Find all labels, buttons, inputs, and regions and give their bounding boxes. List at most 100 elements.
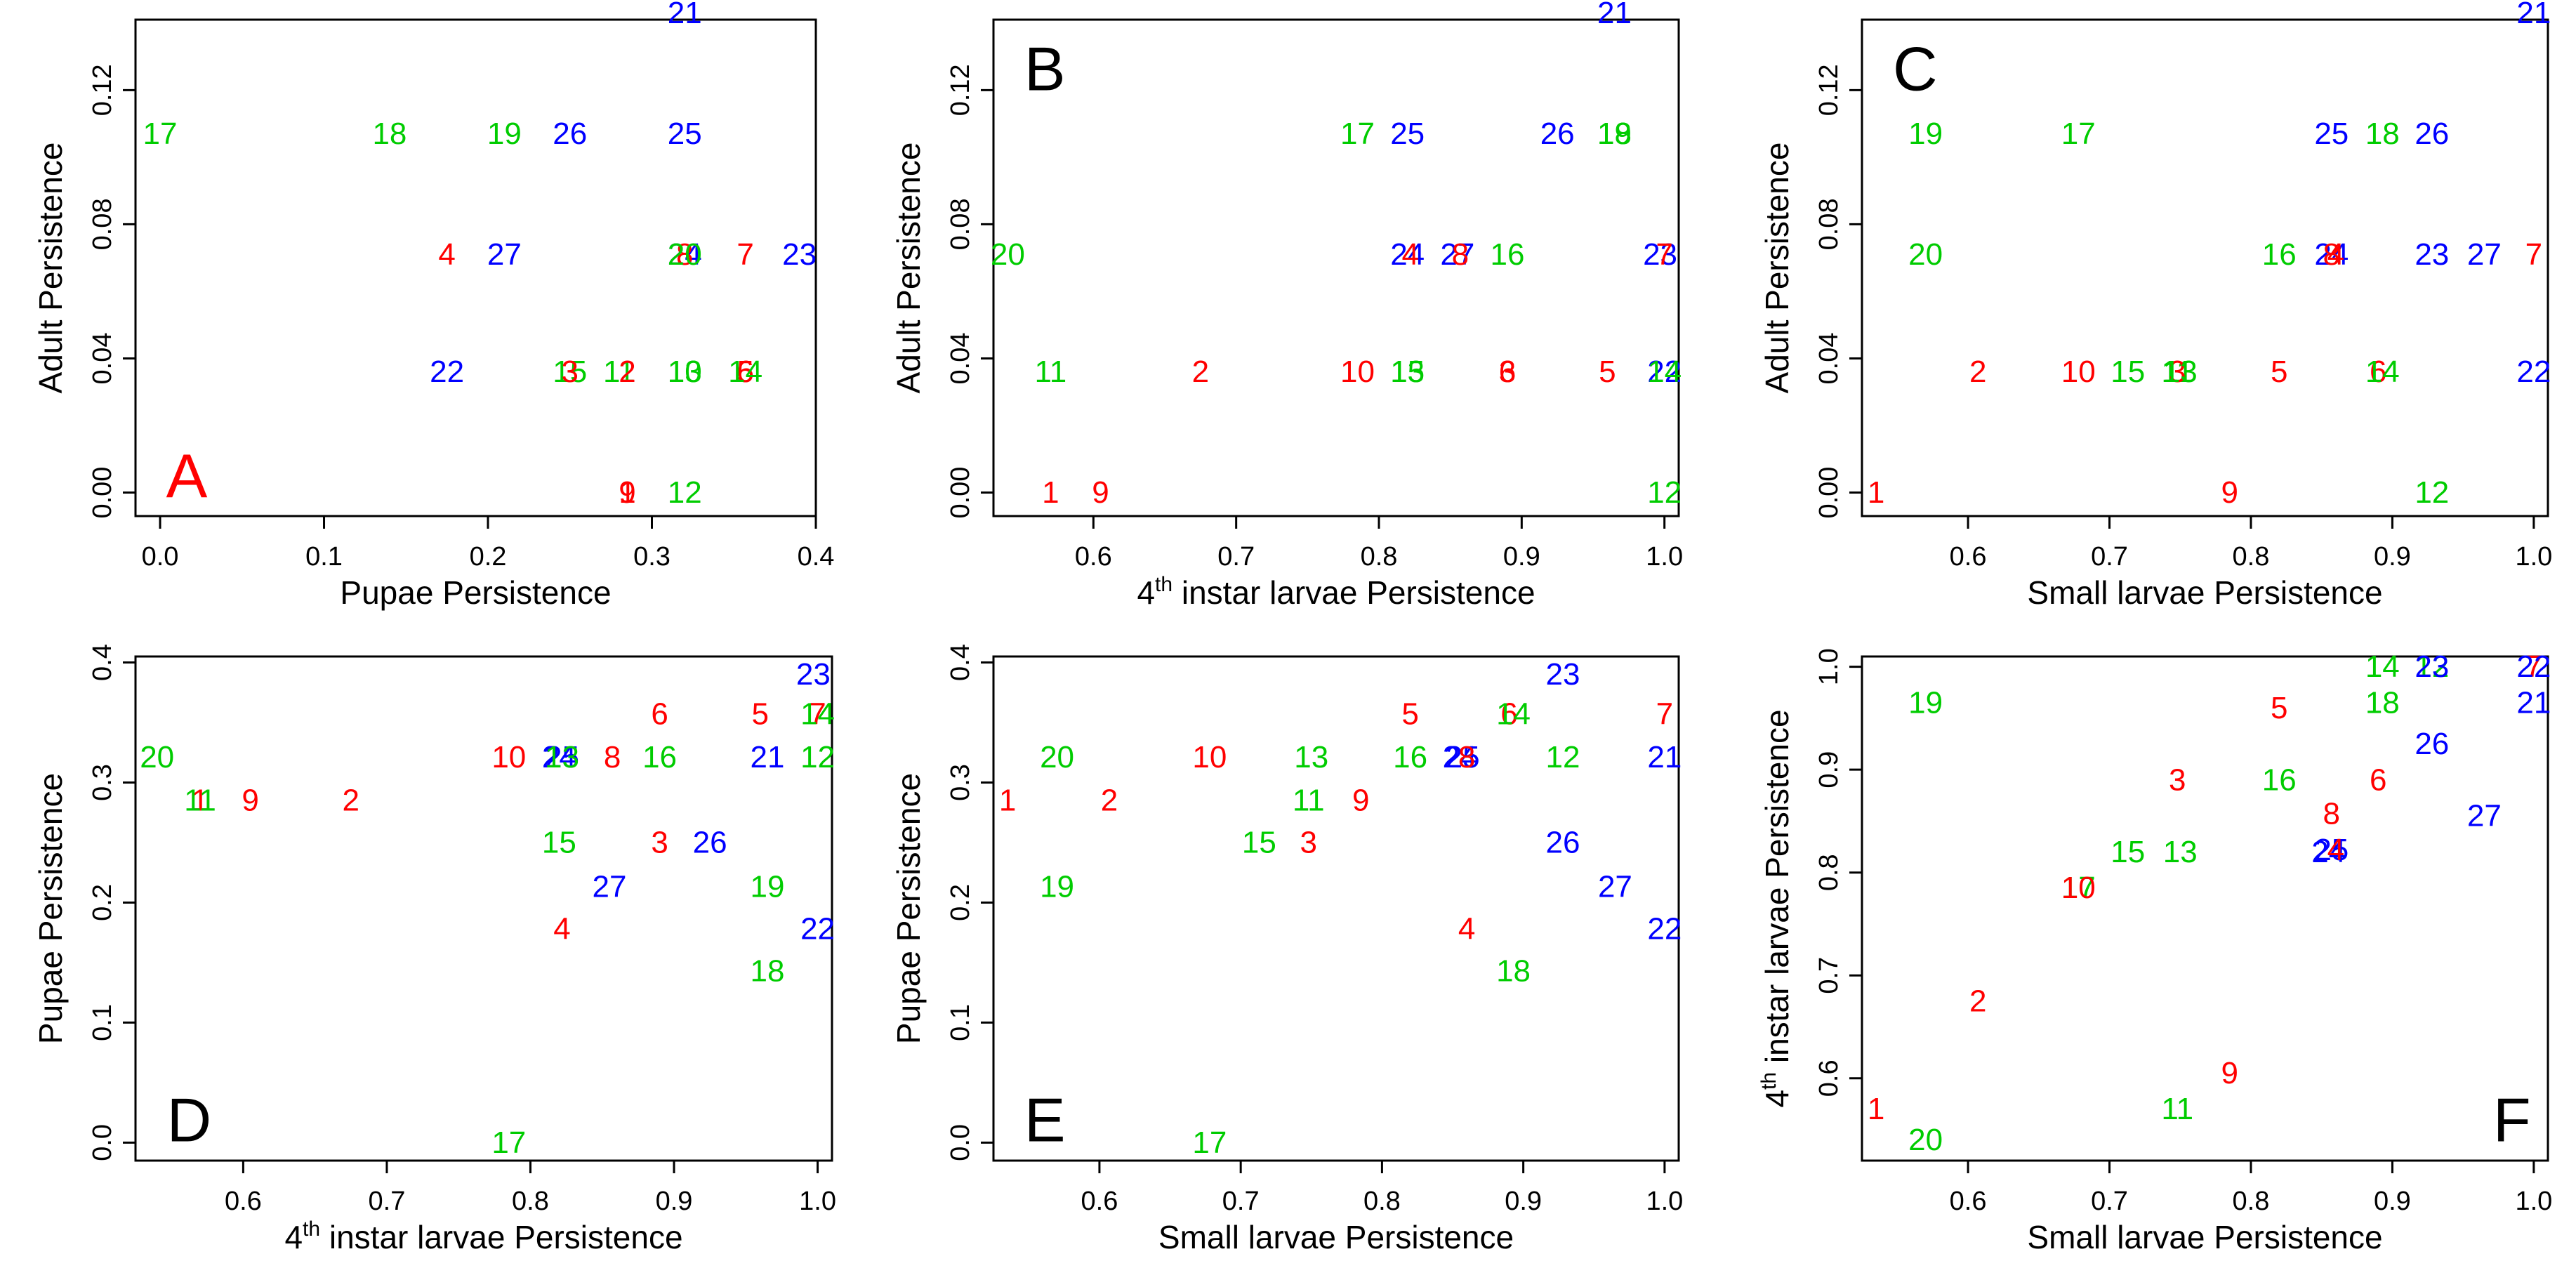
data-point-18: 18 [2365, 685, 2400, 720]
plot-frame [1861, 18, 2549, 517]
data-point-9: 9 [242, 784, 258, 818]
data-point-11: 11 [2161, 1092, 2193, 1126]
data-point-12: 12 [2415, 649, 2449, 684]
data-point-3: 3 [1300, 825, 1317, 859]
data-point-8: 8 [2323, 797, 2340, 831]
y-axis-label-number: 4 [1759, 1090, 1795, 1108]
data-point-24: 24 [1443, 740, 1477, 774]
data-point-1: 1 [192, 784, 209, 818]
panel-letter: A [166, 441, 208, 510]
data-point-13: 13 [1294, 740, 1328, 774]
x-tick-label: 0.7 [2091, 1187, 2128, 1216]
data-point-12: 12 [668, 475, 702, 510]
data-point-21: 21 [1597, 0, 1632, 30]
data-point-18: 18 [750, 953, 784, 988]
data-point-22: 22 [2516, 649, 2551, 684]
data-point-13: 13 [2163, 835, 2198, 869]
data-point-21: 21 [668, 0, 702, 30]
data-point-9: 9 [2221, 1056, 2238, 1090]
x-tick-label: 0.7 [1222, 1187, 1260, 1216]
data-point-20: 20 [1908, 237, 1943, 272]
data-point-7: 7 [2525, 649, 2542, 684]
data-point-19: 19 [1040, 870, 1074, 904]
data-point-12: 12 [1647, 475, 1682, 510]
y-axis-label-rest: instar larvae Persistence [1759, 709, 1795, 1071]
data-point-18: 18 [1597, 117, 1632, 151]
data-point-2: 2 [1969, 355, 1986, 389]
y-tick-label: 0.00 [946, 467, 975, 519]
x-tick-label: 0.2 [470, 542, 507, 572]
data-point-14: 14 [2365, 649, 2400, 684]
data-point-20: 20 [1908, 1123, 1943, 1157]
data-point-10: 10 [668, 355, 702, 389]
data-point-5: 5 [2271, 355, 2287, 389]
data-point-2: 2 [343, 784, 359, 818]
x-tick-label: 0.7 [369, 1187, 406, 1216]
data-point-15: 15 [553, 355, 587, 389]
data-point-26: 26 [693, 825, 727, 859]
x-axis-label: 4th instar larvae Persistence [1137, 573, 1535, 611]
data-point-11: 11 [603, 355, 635, 389]
data-point-20: 20 [140, 740, 174, 774]
data-point-1: 1 [1868, 475, 1884, 510]
data-point-16: 16 [1393, 740, 1427, 774]
x-axis-label-superscript: th [1155, 573, 1173, 596]
data-point-13: 13 [668, 355, 702, 389]
data-point-12: 12 [2415, 475, 2449, 510]
data-point-19: 19 [487, 117, 522, 151]
y-tick-label: 0.0 [946, 1124, 975, 1161]
data-point-1: 1 [619, 475, 635, 510]
data-point-4: 4 [2327, 833, 2344, 867]
data-point-21: 21 [2516, 0, 2551, 30]
data-point-17: 17 [1192, 1126, 1227, 1160]
data-point-8: 8 [604, 740, 621, 774]
data-point-1: 1 [1868, 1092, 1884, 1126]
data-point-16: 16 [642, 740, 677, 774]
y-tick-label: 0.3 [88, 764, 117, 801]
data-point-22: 22 [1647, 912, 1682, 946]
data-point-19: 19 [1597, 117, 1632, 151]
x-axis-label: Pupae Persistence [340, 574, 611, 611]
y-tick-label: 0.6 [1814, 1060, 1844, 1097]
panel-a: 0.0 0.1 0.2 0.3 0.4 0.00 0.04 0.08 0.12 Pupae Per… [32, 0, 834, 611]
y-tick-label: 0.12 [1814, 64, 1844, 116]
x-tick-label: 0.7 [1217, 542, 1255, 572]
data-point-18: 18 [372, 117, 407, 151]
y-tick-label: 0.12 [88, 64, 117, 116]
data-point-5: 5 [2271, 691, 2287, 725]
data-point-8: 8 [2323, 237, 2340, 272]
data-point-18: 18 [1496, 953, 1531, 988]
data-point-24: 24 [1390, 237, 1425, 272]
x-axis-label: 4th instar larvae Persistence [284, 1217, 682, 1255]
data-point-7: 7 [809, 697, 826, 732]
data-point-24: 24 [2314, 237, 2349, 272]
y-tick-label: 0.4 [88, 644, 117, 681]
data-point-14: 14 [1647, 355, 1682, 389]
data-point-10: 10 [1340, 355, 1375, 389]
data-point-26: 26 [2415, 727, 2449, 761]
x-tick-label: 0.9 [2374, 542, 2411, 572]
data-point-10: 10 [491, 740, 526, 774]
data-point-16: 16 [2262, 763, 2297, 797]
data-point-6: 6 [2370, 355, 2386, 389]
y-tick-label: 0.1 [88, 1004, 117, 1041]
data-point-15: 15 [1390, 355, 1425, 389]
data-point-17: 17 [143, 117, 178, 151]
data-point-16: 16 [1491, 237, 1525, 272]
x-tick-label: 0.9 [1503, 542, 1540, 572]
data-point-25: 25 [668, 117, 702, 151]
data-point-5: 5 [1401, 697, 1418, 732]
data-point-12: 12 [800, 740, 835, 774]
x-axis-label: Small larvae Persistence [2027, 1219, 2382, 1255]
x-tick-label: 0.8 [1361, 542, 1398, 572]
x-tick-label: 0.8 [1363, 1187, 1401, 1216]
data-point-3: 3 [1499, 355, 1516, 389]
data-point-23: 23 [2415, 649, 2449, 684]
data-point-2: 2 [619, 355, 635, 389]
x-tick-label: 0.0 [142, 542, 179, 572]
data-point-8: 8 [1458, 740, 1475, 774]
data-point-10: 10 [1192, 740, 1227, 774]
data-point-16: 16 [2262, 237, 2297, 272]
data-point-2: 2 [1101, 784, 1118, 818]
